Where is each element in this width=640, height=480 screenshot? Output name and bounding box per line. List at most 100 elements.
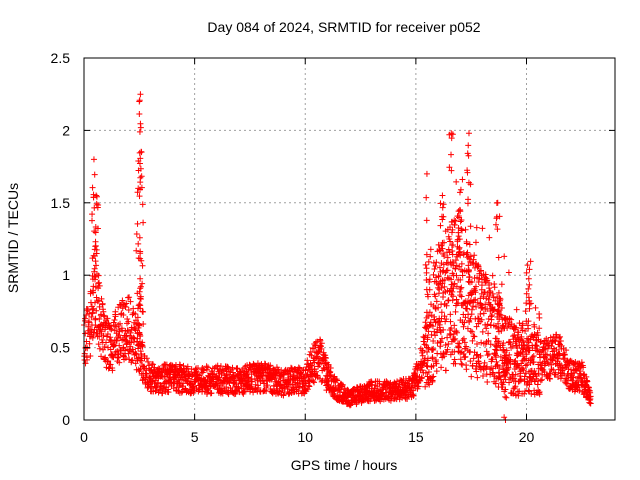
axis-ticks: 0 5 10 15 20 0 0.5 1 1.5 2 2.5 bbox=[51, 50, 615, 445]
data-point bbox=[134, 335, 141, 342]
data-point bbox=[485, 337, 492, 344]
data-point bbox=[463, 240, 470, 247]
data-point bbox=[448, 281, 455, 288]
data-point bbox=[98, 295, 105, 302]
data-point bbox=[524, 337, 531, 344]
data-point bbox=[522, 308, 529, 315]
data-point bbox=[460, 323, 467, 330]
data-point bbox=[555, 355, 562, 362]
data-point bbox=[137, 174, 144, 181]
data-point bbox=[86, 340, 93, 347]
data-point bbox=[522, 362, 529, 369]
data-point bbox=[474, 351, 481, 358]
data-point bbox=[441, 313, 448, 320]
data-point bbox=[454, 253, 461, 260]
data-point bbox=[517, 377, 524, 384]
data-point bbox=[452, 360, 459, 367]
data-point bbox=[500, 340, 507, 347]
data-point bbox=[105, 358, 112, 365]
data-point bbox=[136, 338, 143, 345]
data-point bbox=[339, 381, 346, 388]
y-tick-label: 1.5 bbox=[51, 195, 71, 211]
data-point bbox=[425, 258, 432, 265]
data-point bbox=[462, 226, 469, 233]
data-point bbox=[423, 325, 430, 332]
data-point bbox=[481, 359, 488, 366]
data-point bbox=[429, 354, 436, 361]
data-point bbox=[92, 229, 99, 236]
data-point bbox=[125, 318, 132, 325]
data-point bbox=[101, 313, 108, 320]
data-point bbox=[455, 276, 462, 283]
data-point bbox=[428, 346, 435, 353]
data-point bbox=[92, 284, 99, 291]
data-point bbox=[129, 357, 136, 364]
data-point bbox=[438, 309, 445, 316]
data-point bbox=[468, 306, 475, 313]
data-point bbox=[464, 298, 471, 305]
data-point bbox=[117, 320, 124, 327]
data-point bbox=[523, 269, 530, 276]
data-point bbox=[137, 91, 144, 98]
data-point bbox=[441, 283, 448, 290]
data-point bbox=[467, 358, 474, 365]
data-point bbox=[137, 255, 144, 262]
data-point bbox=[485, 330, 492, 337]
data-point bbox=[143, 372, 150, 379]
data-point bbox=[458, 293, 465, 300]
data-point bbox=[560, 345, 567, 352]
data-point bbox=[522, 327, 529, 334]
data-point bbox=[145, 358, 152, 365]
data-point bbox=[451, 356, 458, 363]
data-point bbox=[537, 359, 544, 366]
data-point bbox=[135, 255, 142, 262]
data-point bbox=[489, 290, 496, 297]
data-point bbox=[536, 391, 543, 398]
data-point bbox=[515, 329, 522, 336]
data-point bbox=[139, 308, 146, 315]
data-point bbox=[435, 304, 442, 311]
data-point bbox=[497, 296, 504, 303]
data-point bbox=[494, 300, 501, 307]
data-point bbox=[95, 341, 102, 348]
grid-lines bbox=[84, 58, 615, 420]
data-point bbox=[492, 221, 499, 228]
data-point bbox=[518, 360, 525, 367]
data-point bbox=[89, 309, 96, 316]
data-point bbox=[467, 181, 474, 188]
data-point bbox=[493, 199, 500, 206]
data-point bbox=[93, 193, 100, 200]
data-point bbox=[470, 355, 477, 362]
data-point bbox=[482, 365, 489, 372]
data-point bbox=[450, 331, 457, 338]
data-point bbox=[138, 352, 145, 359]
data-point bbox=[469, 259, 476, 266]
data-point bbox=[423, 286, 430, 293]
data-point bbox=[503, 394, 510, 401]
data-point bbox=[446, 288, 453, 295]
data-point bbox=[477, 311, 484, 318]
data-point bbox=[530, 359, 537, 366]
y-tick-label: 1 bbox=[62, 267, 70, 283]
data-point bbox=[465, 196, 472, 203]
data-point bbox=[423, 362, 430, 369]
data-point bbox=[424, 291, 431, 298]
data-point bbox=[476, 268, 483, 275]
data-point bbox=[449, 288, 456, 295]
data-point bbox=[136, 288, 143, 295]
data-point bbox=[479, 304, 486, 311]
data-point bbox=[447, 351, 454, 358]
data-point bbox=[494, 307, 501, 314]
data-point bbox=[450, 242, 457, 249]
data-point bbox=[477, 352, 484, 359]
data-point bbox=[227, 385, 234, 392]
data-point bbox=[455, 213, 462, 220]
data-point bbox=[477, 295, 484, 302]
data-point bbox=[327, 371, 334, 378]
data-point bbox=[512, 357, 519, 364]
data-point bbox=[440, 326, 447, 333]
data-point bbox=[463, 366, 470, 373]
data-point bbox=[525, 387, 532, 394]
data-point bbox=[471, 264, 478, 271]
